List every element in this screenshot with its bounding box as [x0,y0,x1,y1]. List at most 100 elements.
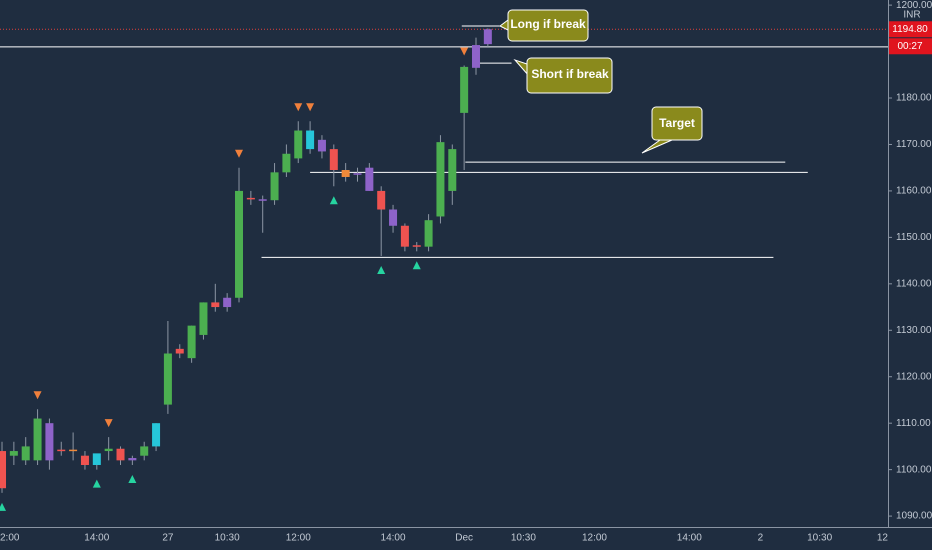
candle-body [460,66,469,113]
callout-box [651,106,703,141]
signal-up [329,196,338,205]
candle-body [317,139,326,152]
last-price-box [889,21,932,38]
signal-down [306,103,315,112]
signal-down [104,419,113,428]
candle-body [353,173,362,175]
candle-body [282,153,291,173]
plot-area [0,25,888,511]
currency: INR [903,10,920,21]
callout-text: Target [659,116,695,130]
y-tick-label: 1180.00 [896,93,932,104]
callout-text: Short if break [531,67,609,81]
candle-body [341,170,350,177]
candle-body [9,451,18,456]
signal-down [460,47,469,56]
signal-up [412,261,421,270]
x-tick-label: 12:00 [582,533,607,544]
annotations: Long if break Short if break Target [499,9,703,154]
candle-body [436,142,445,217]
signal-up [92,479,101,488]
candle-body [270,172,279,201]
candle-body [69,449,78,452]
signal-up [377,265,386,274]
candle-body [377,190,386,210]
y-tick-label: 1160.00 [896,186,932,197]
candle-body [294,130,303,159]
signal-down [33,391,42,400]
candle-body [104,448,113,452]
x-tick-label: 12:00 [286,533,311,544]
callout-box [526,57,613,94]
candle-body [471,45,480,68]
candle-body [187,325,196,359]
candle-body [235,190,244,298]
last-price-label: 1194.80 [892,24,928,35]
candle-body [199,302,208,335]
candle-body [306,130,315,150]
candle-body [33,418,42,461]
y-tick-label: 1110.00 [896,418,931,429]
candle-body [45,423,54,461]
x-tick-label: Dec [455,533,473,544]
countdown-box [889,38,932,55]
signal-up [0,502,7,511]
candle-body [400,225,409,247]
x-tick-label: 12 [877,533,889,544]
candle-body [128,458,137,461]
callout-box [507,9,589,42]
candle-body [80,455,89,465]
x-tick-label: 14:00 [381,533,406,544]
candle-body [152,423,161,447]
candle-body [365,167,374,191]
signal-down [294,103,303,112]
y-tick-label: 1130.00 [896,325,932,336]
candle-body [21,446,30,461]
candle-body [140,446,149,456]
candle-body [92,453,101,465]
x-tick-label: 10:30 [807,533,832,544]
candle-body [175,348,184,354]
y-tick-label: 1100.00 [896,464,932,475]
candle-body [246,197,255,200]
candle-body [412,245,421,247]
callout-pointer [641,139,673,154]
callout-text: Long if break [510,17,586,31]
candle-body [448,149,457,191]
candle-body [329,149,338,171]
x-tick-label: 10:30 [511,533,536,544]
callout: Target [641,106,703,154]
countdown: 00:27 [897,41,922,52]
signal-down [235,149,244,158]
candle-body [483,29,492,45]
callout-pointer [513,58,530,77]
candle-body [0,451,7,489]
x-tick-label: 27 [162,533,174,544]
callout-pointer [499,19,509,31]
price-axis-bg [888,0,932,550]
candle-body [211,302,220,308]
x-tick-label: 10:30 [215,533,240,544]
y-tick-label: 1140.00 [896,278,932,289]
y-tick-label: 1150.00 [896,232,932,243]
y-tick-label: 1170.00 [896,139,932,150]
callout: Long if break [499,9,589,42]
x-tick-label: 2 [758,533,764,544]
candle-body [116,448,125,461]
candle-body [424,220,433,247]
x-tick-label: 2:00 [0,533,20,544]
candle-body [223,297,232,308]
y-tick-label: 1090.00 [896,511,932,522]
y-tick-label: 1120.00 [896,371,932,382]
y-tick-label: 1200.00 [896,0,932,11]
x-tick-label: 14:00 [84,533,109,544]
callout: Short if break [513,57,613,94]
x-tick-label: 14:00 [677,533,702,544]
signal-up [128,474,137,483]
candle-body [57,449,66,452]
candle-body [258,199,267,201]
candle-body [163,353,172,405]
candle-body [389,209,398,226]
